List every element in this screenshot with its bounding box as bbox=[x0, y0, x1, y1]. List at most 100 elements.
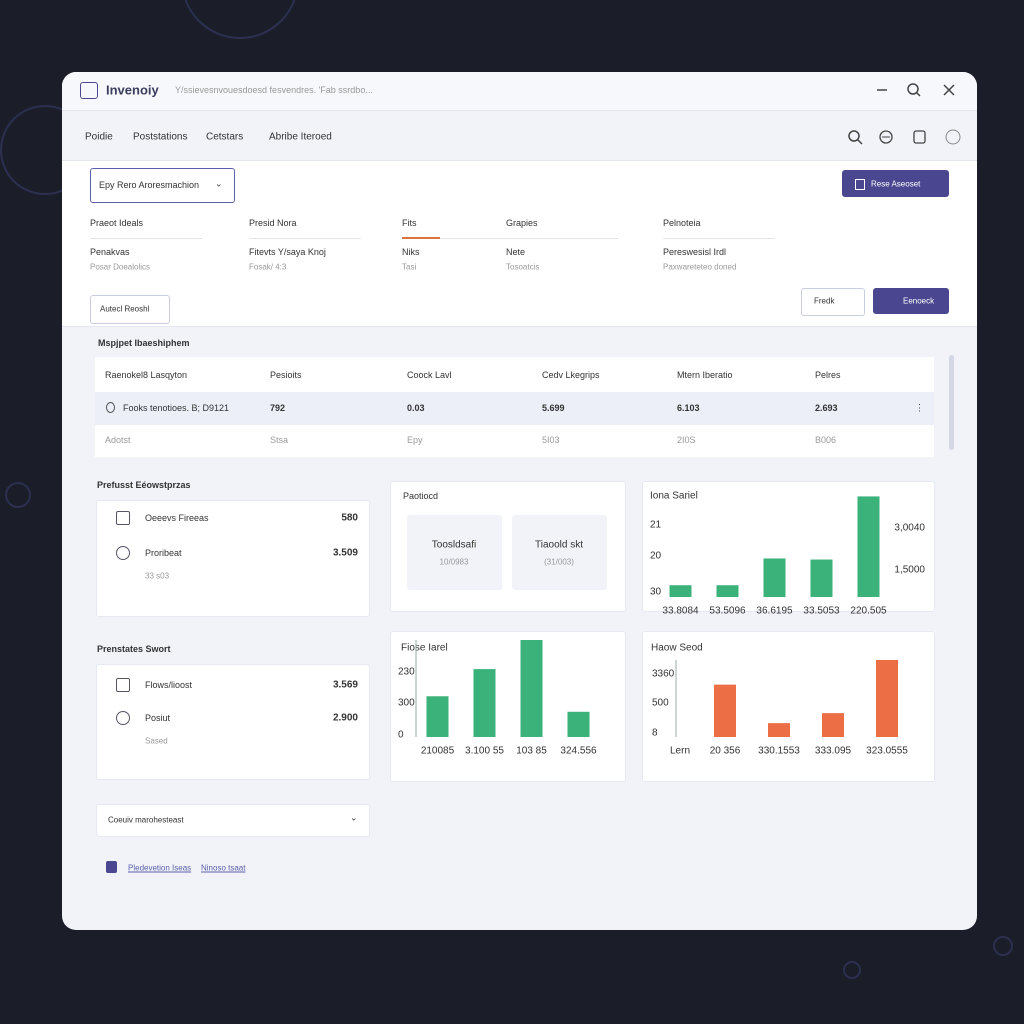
field-value: Fitevts Y/saya Knoj bbox=[249, 247, 326, 257]
x-tick-label: 103 85 bbox=[516, 746, 547, 757]
bar bbox=[876, 660, 898, 737]
tile bbox=[407, 515, 502, 590]
bar bbox=[473, 669, 496, 737]
panel-title: Paotiocd bbox=[403, 491, 439, 501]
nav-tab[interactable]: Cetstars bbox=[206, 131, 244, 143]
bar bbox=[763, 558, 786, 597]
item-sub: 33 s03 bbox=[145, 571, 170, 581]
dropdown[interactable] bbox=[90, 168, 235, 203]
table-cell: Fooks tenotioes. B; D9121 bbox=[123, 403, 230, 413]
footer-icon bbox=[106, 861, 117, 873]
app-icon bbox=[80, 82, 98, 99]
field-underline bbox=[506, 238, 618, 239]
field-underline bbox=[249, 238, 361, 239]
field-label: Praeot Ideals bbox=[90, 218, 144, 228]
nav-tab[interactable]: Abribe Iteroed bbox=[269, 131, 332, 143]
table-header: Cedv Lkegrips bbox=[542, 370, 600, 380]
active-indicator bbox=[402, 237, 440, 239]
item-label: Posiut bbox=[145, 713, 171, 723]
bar bbox=[716, 585, 739, 597]
bar bbox=[810, 559, 833, 597]
tile-label: Tiaoold skt bbox=[535, 539, 583, 551]
x-tick-label: 36.6195 bbox=[756, 606, 793, 617]
button-text: Fredk bbox=[814, 296, 835, 306]
item-label: Oeeevs Fireeas bbox=[145, 513, 209, 523]
item-icon bbox=[116, 511, 130, 525]
x-tick-label: 53.5096 bbox=[709, 606, 746, 617]
footer-link[interactable]: Pledevetion Iseas bbox=[128, 863, 192, 873]
chart-panel bbox=[642, 631, 935, 782]
item-label: Proribeat bbox=[145, 548, 182, 558]
primary-button[interactable] bbox=[873, 288, 949, 314]
tile-label: Toosldsafi bbox=[431, 539, 477, 551]
table-header: Raenokel8 Lasqyton bbox=[105, 370, 188, 380]
chevron: ⌄ bbox=[215, 178, 223, 189]
chart-title: Iona Sariel bbox=[650, 491, 698, 502]
item-value: 580 bbox=[341, 512, 358, 524]
table-cell: 0.03 bbox=[407, 403, 425, 413]
nav-tab[interactable]: Poststations bbox=[133, 131, 188, 143]
field-sub: Tasi bbox=[402, 262, 417, 272]
bar bbox=[822, 713, 844, 737]
bar bbox=[520, 640, 543, 737]
dropdown-text: Epy Rero Aroresmachion bbox=[99, 180, 200, 190]
field-underline bbox=[663, 238, 775, 239]
x-tick-label: 33.5053 bbox=[803, 606, 840, 617]
table-header: Pesioits bbox=[270, 370, 302, 380]
table-cell: 792 bbox=[270, 403, 286, 413]
bar bbox=[857, 496, 880, 597]
table-cell: 5.699 bbox=[542, 403, 565, 413]
table-row-highlight bbox=[95, 392, 934, 425]
window-path: Y/ssievesnvouesdoesd fesvendres. 'Fab ss… bbox=[175, 85, 373, 95]
nav-tab[interactable]: Poidie bbox=[85, 131, 113, 143]
item-label: Flows/lioost bbox=[145, 680, 193, 690]
y-axis-label: 21 bbox=[650, 520, 662, 531]
field-label: Grapies bbox=[506, 218, 538, 228]
item-icon bbox=[116, 546, 130, 560]
field-sub: Posar Doealolics bbox=[90, 262, 151, 272]
button-icon bbox=[855, 179, 865, 190]
field-sub: Tosoatcis bbox=[506, 262, 540, 272]
section-title: Prenstates Swort bbox=[97, 644, 171, 654]
table-cell: 2.693 bbox=[815, 403, 838, 413]
bar bbox=[714, 684, 736, 737]
toolbar-icons[interactable] bbox=[843, 126, 963, 148]
table-cell: 5I03 bbox=[542, 435, 560, 445]
filter-button[interactable] bbox=[801, 288, 865, 316]
bar bbox=[426, 696, 449, 737]
x-tick-label: 210085 bbox=[421, 746, 455, 757]
y-axis-label: 20 bbox=[650, 551, 662, 562]
table-header: Coock Lavl bbox=[407, 370, 452, 380]
x-tick-label: 20 356 bbox=[710, 746, 741, 757]
summary-card bbox=[96, 500, 370, 617]
item-icon bbox=[116, 678, 130, 692]
scrollbar[interactable] bbox=[949, 355, 954, 450]
table-cell: B006 bbox=[815, 435, 837, 445]
window-title: Invenoiy bbox=[106, 82, 159, 98]
field-underline bbox=[90, 238, 202, 239]
field-value: Nete bbox=[506, 247, 526, 257]
button-text: Autecl Reoshl bbox=[100, 304, 150, 314]
window-controls[interactable] bbox=[870, 80, 965, 100]
tile bbox=[512, 515, 607, 590]
table-cell: Epy bbox=[407, 435, 423, 445]
field-value: Niks bbox=[402, 247, 420, 257]
y-axis-label: 230 bbox=[398, 667, 415, 678]
table-cell: 6.103 bbox=[677, 403, 700, 413]
section-title: Prefusst Eéowstprzas bbox=[97, 480, 191, 490]
item-value: 3.509 bbox=[332, 547, 358, 559]
section-title: Mspjpet Ibaeshiphem bbox=[98, 338, 190, 348]
table-cell: Stsa bbox=[270, 435, 289, 445]
field-label: Presid Nora bbox=[249, 218, 297, 228]
button-text: Rese Aseoset bbox=[871, 179, 921, 189]
bar bbox=[669, 585, 692, 597]
dropdown-text: Coeuiv marohesteast bbox=[108, 815, 184, 825]
x-axis-label: Lern bbox=[670, 746, 690, 757]
row-menu[interactable]: ⋮ bbox=[915, 402, 924, 413]
y2-axis-label: 1,5000 bbox=[894, 565, 925, 576]
primary-button[interactable] bbox=[842, 170, 949, 197]
footer-link[interactable]: Ninoso tsaat bbox=[201, 863, 246, 873]
dropdown[interactable] bbox=[96, 804, 370, 837]
secondary-button[interactable] bbox=[90, 295, 170, 324]
